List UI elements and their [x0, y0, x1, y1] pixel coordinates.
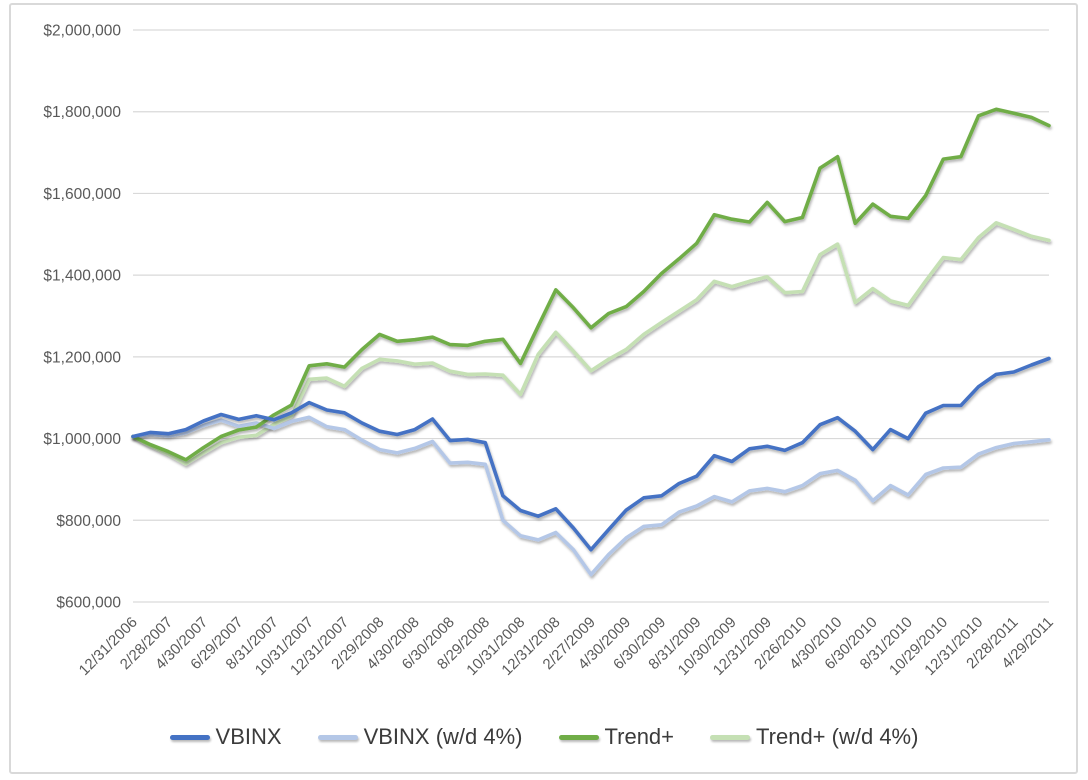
y-tick-label: $800,000 [56, 513, 121, 530]
y-axis-labels: $2,000,000 $1,800,000 $1,600,000 $1,400,000… [43, 23, 121, 612]
legend-label: Trend+ [604, 724, 675, 749]
y-tick-label: $1,600,000 [43, 186, 121, 203]
y-tick-label: $1,800,000 [43, 104, 121, 121]
legend-item-vbinx[interactable]: VBINX [169, 724, 282, 749]
legend-line-swatch-icon [317, 734, 358, 740]
series-line-trend-w-d-4[interactable] [131, 221, 1051, 466]
x-axis-labels: 12/31/20062/28/20074/30/20076/29/20078/3… [76, 614, 1057, 679]
legend-label: Trend+ (w/d 4%) [756, 724, 919, 749]
series-line-vbinx-w-d-4[interactable] [131, 415, 1051, 577]
chart-legend: VBINX VBINX (w/d 4%) Trend+ Trend+ (w/d 4%) [0, 714, 1088, 760]
legend-item-trend-w-d-4[interactable]: Trend+ (w/d 4%) [710, 726, 918, 748]
chart-border-frame [9, 3, 1078, 774]
legend-item-trend[interactable]: Trend+ [558, 724, 675, 749]
legend-label: VBINX (w/d 4%) [363, 724, 523, 749]
legend-item-vbinx-w-d-4[interactable]: VBINX (w/d 4%) [317, 724, 523, 749]
y-tick-label: $2,000,000 [43, 23, 121, 40]
series-lines [131, 107, 1051, 577]
series-line-trend[interactable] [131, 107, 1051, 462]
legend-label: VBINX [215, 724, 282, 749]
legend-line-swatch-icon [169, 734, 210, 740]
legend-line-swatch-icon [558, 734, 599, 740]
gridlines [133, 29, 1049, 603]
y-tick-label: $600,000 [56, 595, 121, 612]
series-line-vbinx[interactable] [131, 356, 1051, 552]
y-tick-label: $1,400,000 [43, 268, 121, 285]
y-tick-label: $1,200,000 [43, 349, 121, 366]
y-tick-label: $1,000,000 [43, 431, 121, 448]
legend-line-swatch-icon [710, 734, 751, 740]
